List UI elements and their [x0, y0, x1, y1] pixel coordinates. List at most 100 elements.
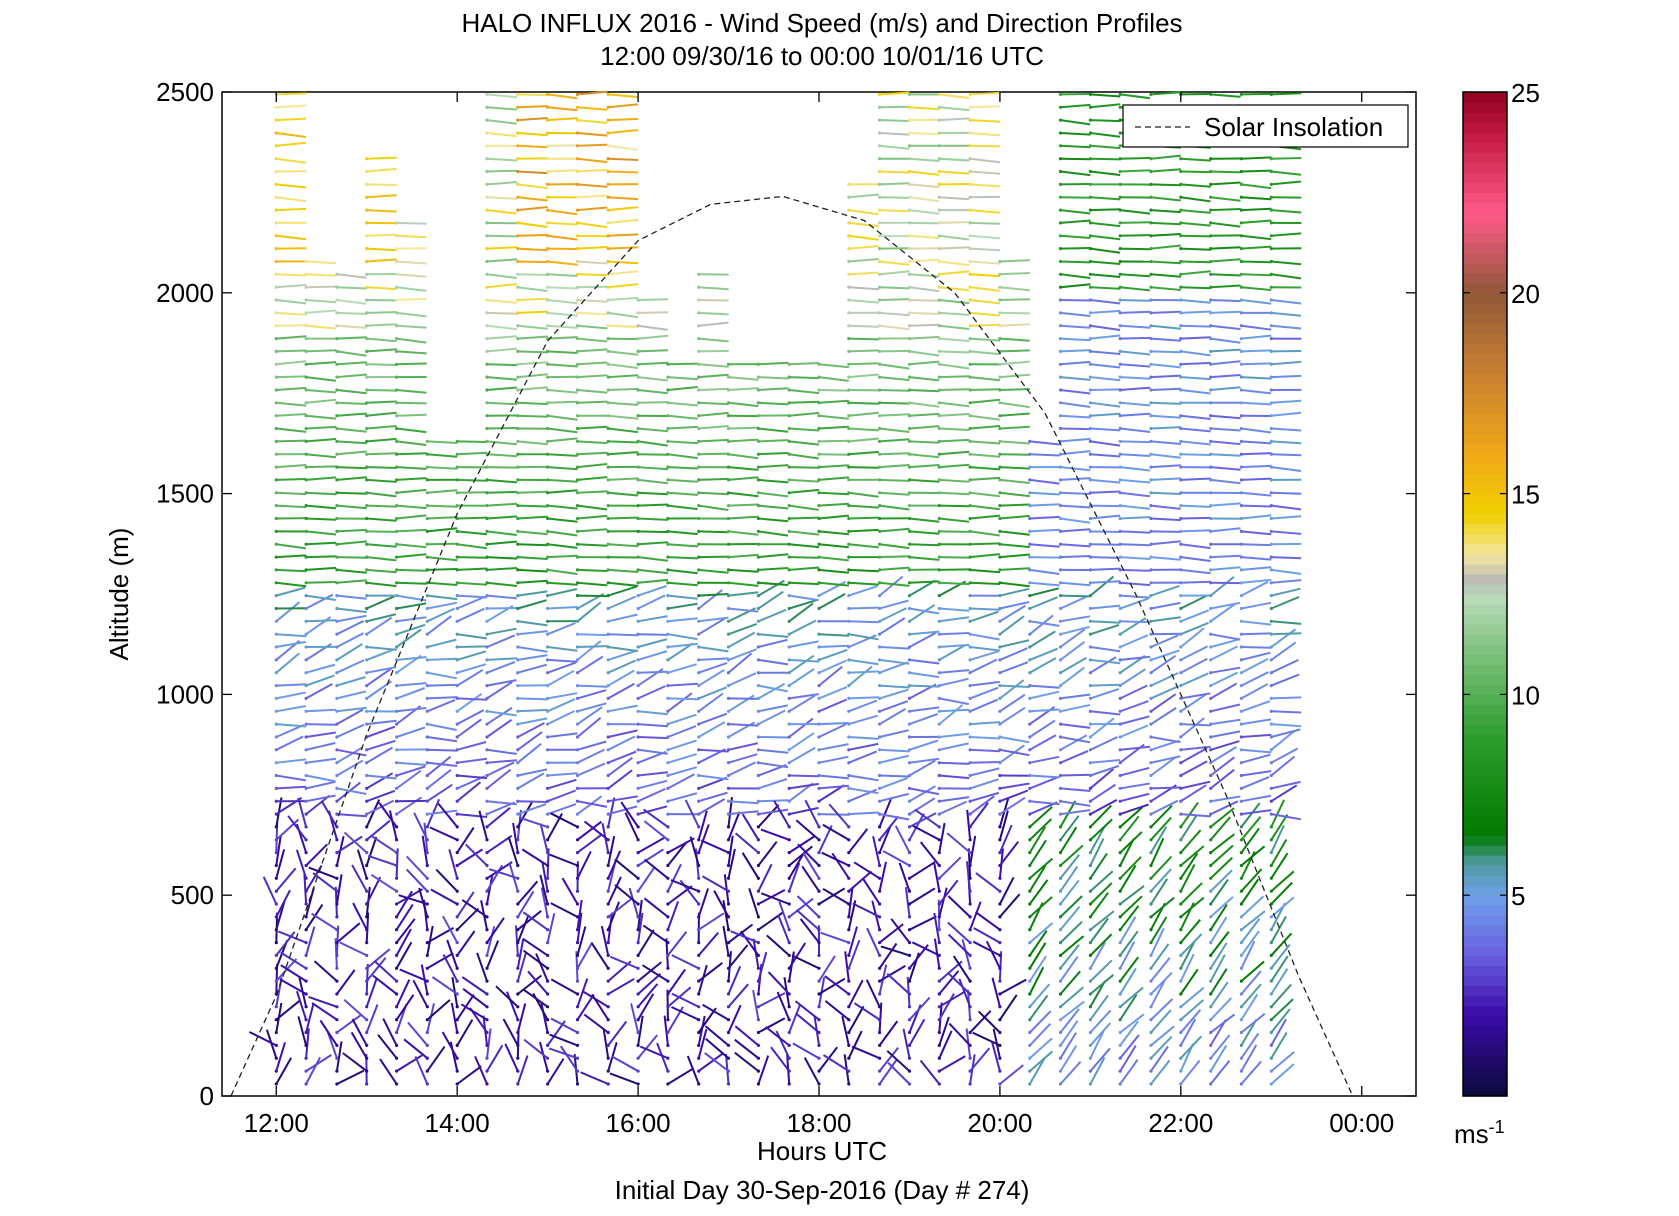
- wind-vector-head: [787, 426, 791, 431]
- wind-vector-head: [274, 606, 278, 611]
- wind-vector-head: [1209, 208, 1213, 212]
- wind-vector: [667, 692, 693, 713]
- wind-vector: [758, 761, 789, 769]
- wind-vector: [818, 389, 850, 392]
- colorbar-band: [1463, 343, 1507, 354]
- wind-vector-head: [998, 465, 1002, 469]
- wind-vector-head: [485, 645, 489, 649]
- wind-vector: [305, 774, 336, 783]
- wind-vector-head: [697, 619, 701, 623]
- wind-vector-head: [1269, 439, 1273, 443]
- wind-vector: [933, 912, 941, 943]
- wind-vector-head: [425, 863, 429, 868]
- wind-vector-head: [998, 696, 1002, 701]
- wind-vector-head: [1088, 324, 1092, 328]
- wind-vector-head: [546, 349, 550, 353]
- wind-vector: [788, 598, 819, 610]
- wind-vector-head: [1058, 1030, 1063, 1035]
- wind-vector: [1150, 826, 1168, 854]
- wind-vector: [1028, 966, 1045, 995]
- wind-vector-head: [1058, 311, 1063, 315]
- wind-vector: [336, 466, 367, 470]
- wind-vector-head: [274, 349, 278, 353]
- wind-vector-head: [968, 773, 972, 778]
- wind-vector-head: [907, 234, 912, 238]
- wind-vector-head: [274, 272, 278, 276]
- wind-vector-head: [817, 632, 821, 636]
- wind-vector-head: [998, 786, 1002, 791]
- wind-vector: [517, 361, 548, 366]
- wind-vector: [939, 93, 970, 99]
- wind-vector: [999, 661, 1029, 674]
- wind-vector: [848, 373, 879, 379]
- wind-vector-head: [726, 953, 731, 958]
- wind-vector-head: [606, 439, 610, 443]
- wind-vector-head: [455, 825, 459, 829]
- wind-vector: [607, 835, 616, 866]
- wind-vector: [970, 260, 1001, 265]
- wind-vector-head: [1149, 272, 1153, 276]
- wind-vector-head: [365, 709, 369, 713]
- wind-vector-head: [365, 696, 369, 701]
- wind-vector-head: [365, 1043, 369, 1047]
- wind-vector: [342, 1052, 368, 1072]
- wind-vector: [516, 938, 525, 969]
- wind-vector: [1241, 156, 1272, 160]
- wind-vector: [1180, 760, 1208, 777]
- wind-vector-head: [878, 992, 882, 996]
- wind-vector: [486, 594, 517, 600]
- wind-vector: [1120, 221, 1151, 224]
- wind-vector: [437, 802, 458, 828]
- wind-vector-head: [878, 941, 882, 945]
- wind-vector-head: [455, 851, 459, 855]
- wind-vector-head: [937, 735, 941, 739]
- wind-vector: [1120, 556, 1151, 560]
- wind-vector: [758, 808, 789, 816]
- wind-vector-head: [1269, 285, 1273, 289]
- wind-vector-head: [606, 259, 610, 264]
- wind-vector: [608, 324, 639, 328]
- wind-vector: [577, 800, 608, 808]
- wind-vector: [1210, 756, 1236, 777]
- wind-vector: [486, 347, 517, 353]
- wind-vector: [476, 952, 488, 982]
- wind-vector: [1271, 411, 1302, 417]
- wind-vector-head: [1028, 1082, 1032, 1086]
- wind-vector-head: [1209, 542, 1213, 546]
- wind-vector-head: [606, 761, 610, 765]
- wind-vector-head: [455, 966, 459, 970]
- wind-vector-head: [1239, 182, 1243, 186]
- colorbar-band: [1463, 975, 1507, 987]
- wind-vector-head: [998, 928, 1002, 932]
- wind-vector-head: [606, 105, 610, 109]
- wind-vector: [427, 466, 458, 470]
- wind-vector-head: [756, 606, 761, 611]
- wind-vector: [909, 350, 940, 357]
- wind-vector-head: [546, 645, 550, 649]
- wind-vector: [847, 926, 858, 956]
- wind-vector-head: [726, 606, 731, 611]
- wind-vector-head: [1179, 388, 1183, 392]
- wind-vector: [909, 517, 940, 523]
- wind-vector: [1089, 1030, 1105, 1059]
- wind-vector-head: [1088, 619, 1092, 623]
- wind-vector-head: [455, 555, 459, 559]
- wind-vector: [517, 568, 548, 573]
- wind-vector: [1271, 620, 1302, 625]
- wind-vector-head: [847, 426, 851, 431]
- wind-vector-head: [1058, 632, 1063, 636]
- wind-vector: [517, 414, 548, 418]
- wind-vector-head: [575, 876, 580, 880]
- wind-vector-head: [485, 915, 489, 919]
- wind-vector-head: [756, 1056, 761, 1060]
- wind-vector: [909, 106, 940, 111]
- wind-vector-head: [817, 761, 821, 765]
- wind-vector-head: [1239, 645, 1243, 649]
- wind-vector-head: [546, 915, 550, 919]
- wind-vector-head: [335, 684, 339, 688]
- wind-vector: [517, 579, 548, 584]
- wind-vector: [879, 754, 910, 764]
- wind-vector-head: [817, 439, 821, 443]
- wind-vector: [1210, 414, 1241, 420]
- wind-vector-head: [968, 362, 972, 366]
